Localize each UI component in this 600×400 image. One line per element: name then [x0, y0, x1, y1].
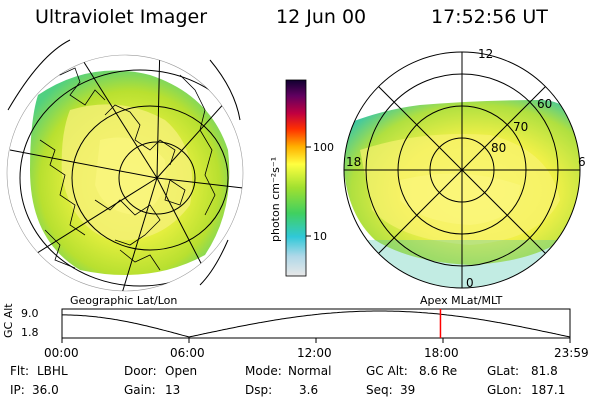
- mlat-label-70: 70: [513, 120, 528, 134]
- altitude-xtick-0: 00:00: [44, 346, 79, 360]
- colorbar-unit-label: photon cm⁻²s⁻¹: [269, 157, 282, 242]
- altitude-xtick-1: 06:00: [170, 346, 205, 360]
- colorbar-tick-10: 10: [313, 230, 327, 243]
- gain-label: Gain:: [124, 383, 156, 397]
- filter-label: Flt:: [10, 364, 29, 378]
- mlt-label-0: 0: [466, 276, 474, 290]
- gcalt-value: 8.6 Re: [419, 364, 458, 378]
- left-panel-caption: Geographic Lat/Lon: [70, 294, 178, 307]
- glon-label: GLon:: [487, 383, 522, 397]
- mlt-label-12: 12: [478, 47, 493, 61]
- ip-label: IP:: [10, 383, 25, 397]
- altitude-xtick-4: 23:59: [554, 346, 589, 360]
- app-title: Ultraviolet Imager: [35, 6, 208, 28]
- time-label: 17:52:56 UT: [431, 6, 548, 28]
- filter-value: LBHL: [37, 364, 68, 378]
- mode-value: Normal: [288, 364, 332, 378]
- door-label: Door:: [124, 364, 157, 378]
- seq-value: 39: [400, 383, 416, 397]
- glat-label: GLat:: [487, 364, 520, 378]
- altitude-ytick-high: 9.0: [21, 307, 39, 320]
- dsp-value: 3.6: [299, 383, 319, 397]
- right-panel-caption: Apex MLat/MLT: [420, 294, 503, 307]
- altitude-xtick-3: 18:00: [424, 346, 459, 360]
- altitude-ylabel: GC Alt: [2, 303, 15, 338]
- ip-value: 36.0: [32, 383, 59, 397]
- altitude-xtick-2: 12:00: [297, 346, 332, 360]
- mode-label: Mode:: [245, 364, 282, 378]
- altitude-plot: [61, 308, 571, 343]
- glat-value: 81.8: [531, 364, 558, 378]
- gcalt-label: GC Alt:: [366, 364, 408, 378]
- glon-value: 187.1: [531, 383, 566, 397]
- geographic-image: [6, 39, 244, 292]
- altitude-ytick-low: 1.8: [21, 326, 39, 339]
- door-value: Open: [165, 364, 198, 378]
- mlat-label-60: 60: [537, 97, 552, 111]
- colorbar: [285, 79, 311, 277]
- seq-label: Seq:: [366, 383, 393, 397]
- date-label: 12 Jun 00: [276, 6, 367, 28]
- mlat-label-80: 80: [491, 141, 506, 155]
- colorbar-tick-100: 100: [313, 141, 334, 154]
- mlt-label-18: 18: [346, 155, 361, 169]
- mlt-label-6: 6: [578, 155, 586, 169]
- gain-value: 13: [165, 383, 181, 397]
- dsp-label: Dsp:: [245, 383, 273, 397]
- mlat-mlt-plot: [343, 51, 581, 289]
